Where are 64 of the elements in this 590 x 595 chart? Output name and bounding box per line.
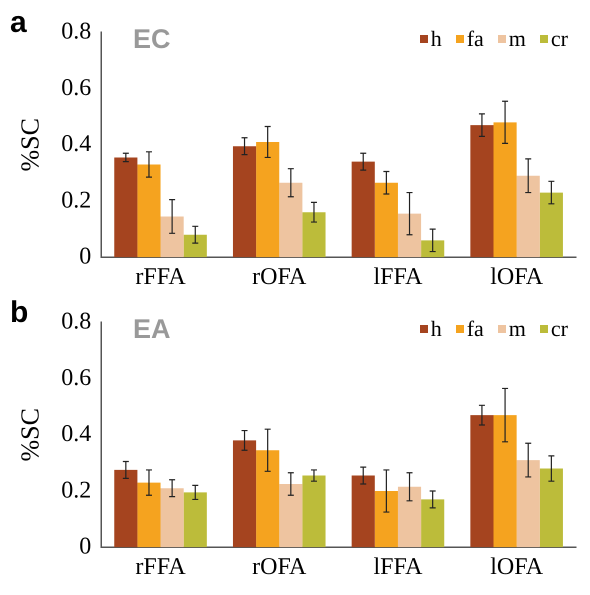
bar bbox=[540, 468, 563, 548]
y-tick-label: 0.6 bbox=[61, 74, 92, 101]
y-axis-title: %SC bbox=[15, 408, 44, 462]
bar bbox=[302, 212, 326, 258]
bar bbox=[160, 488, 184, 548]
bar bbox=[137, 164, 161, 258]
x-tick-label: rOFA bbox=[252, 554, 308, 580]
bar bbox=[421, 240, 444, 258]
bar bbox=[352, 476, 375, 548]
bar bbox=[279, 484, 302, 548]
bar bbox=[279, 182, 302, 258]
bar bbox=[256, 142, 280, 258]
bar bbox=[540, 192, 563, 258]
legend-label: fa bbox=[466, 26, 484, 52]
x-tick-label: lOFA bbox=[490, 554, 544, 580]
bar bbox=[160, 216, 184, 258]
bar bbox=[398, 214, 422, 258]
bar bbox=[398, 486, 422, 548]
chart-subtitle: EC bbox=[133, 24, 171, 55]
y-tick-label: 0.8 bbox=[61, 18, 92, 45]
bar bbox=[352, 162, 375, 258]
y-tick-label: 0.4 bbox=[61, 421, 92, 448]
x-tick-label: rFFA bbox=[135, 554, 186, 580]
legend-label: cr bbox=[550, 26, 568, 52]
y-tick-label: 0.6 bbox=[61, 364, 92, 391]
chart-subtitle: EA bbox=[133, 314, 171, 345]
legend-label: m bbox=[508, 26, 526, 52]
bar bbox=[232, 146, 256, 258]
bar bbox=[470, 125, 494, 258]
bar bbox=[516, 460, 540, 548]
bar bbox=[232, 440, 256, 548]
x-tick-label: rFFA bbox=[135, 264, 186, 290]
bar bbox=[302, 476, 326, 548]
x-tick-label: lFFA bbox=[373, 554, 424, 580]
bar bbox=[421, 499, 444, 548]
bar bbox=[184, 234, 207, 258]
chart-title: b bbox=[10, 296, 28, 330]
legend-label: cr bbox=[550, 316, 568, 342]
bar bbox=[374, 182, 398, 258]
legend-label: h bbox=[430, 26, 442, 52]
x-tick-label: lOFA bbox=[490, 264, 544, 290]
x-tick-label: rOFA bbox=[252, 264, 308, 290]
y-tick-label: 0.4 bbox=[61, 131, 92, 158]
y-tick-label: 0.2 bbox=[61, 477, 92, 504]
bar bbox=[114, 157, 138, 258]
y-tick-label: 0 bbox=[79, 533, 92, 560]
bar bbox=[137, 482, 161, 548]
bar bbox=[184, 492, 207, 548]
legend-label: m bbox=[508, 316, 526, 342]
legend-label: h bbox=[430, 316, 442, 342]
bar bbox=[114, 470, 138, 548]
y-tick-label: 0.2 bbox=[61, 187, 92, 214]
bar bbox=[494, 415, 517, 548]
bar bbox=[516, 176, 540, 258]
chart-title: a bbox=[10, 6, 27, 40]
bar bbox=[494, 122, 517, 258]
y-axis-title: %SC bbox=[15, 118, 44, 172]
y-tick-label: 0 bbox=[79, 243, 92, 270]
bar bbox=[374, 491, 398, 548]
x-tick-label: lFFA bbox=[373, 264, 424, 290]
bar bbox=[470, 415, 494, 548]
bar bbox=[256, 450, 280, 548]
y-tick-label: 0.8 bbox=[61, 308, 92, 335]
legend-label: fa bbox=[466, 316, 484, 342]
